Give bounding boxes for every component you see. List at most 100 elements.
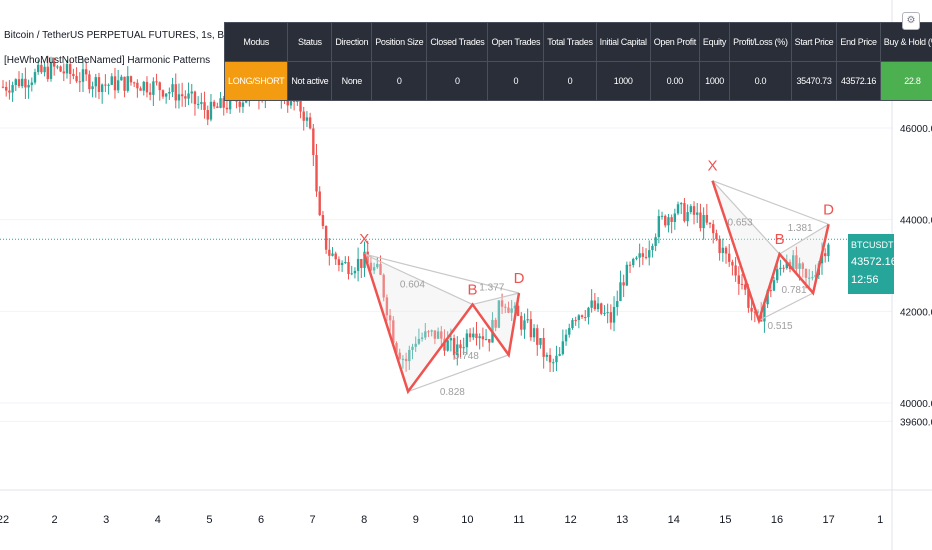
candle-body	[388, 315, 392, 321]
candle-body	[171, 84, 174, 93]
candle-body	[72, 74, 75, 77]
pattern-point-label: B	[775, 231, 785, 248]
candle-body	[462, 347, 465, 349]
candle-body	[238, 101, 241, 107]
x-tick-label: 8	[361, 514, 367, 526]
candle-body	[769, 290, 773, 292]
candle-body	[561, 341, 565, 355]
candle-body	[593, 300, 597, 310]
pattern-point-label: D	[514, 270, 525, 287]
pattern-zigzag	[363, 253, 521, 395]
stats-value-cell: 22.8	[879, 61, 932, 101]
candle-body	[33, 72, 37, 83]
candle-body	[228, 94, 232, 110]
candle-body	[721, 247, 725, 253]
candle-body	[225, 107, 229, 110]
candle-body	[68, 64, 72, 75]
candle-body	[408, 349, 411, 362]
candle-body	[494, 319, 497, 328]
stats-header-cell: Start Price	[790, 22, 838, 62]
x-tick-label: 14	[668, 514, 680, 526]
x-tick-label: 10	[461, 514, 473, 526]
candle-body	[580, 315, 584, 318]
chart-title: Bitcoin / TetherUS PERPETUAL FUTURES, 1s…	[4, 30, 262, 41]
candle-body	[552, 362, 555, 364]
candle-body	[670, 217, 673, 222]
candle-body	[507, 307, 510, 313]
candle-body	[644, 256, 648, 258]
candle-body	[148, 92, 152, 95]
candle-body	[676, 204, 680, 214]
candle-body	[129, 76, 133, 83]
candle-body	[417, 338, 421, 344]
candle-body	[88, 74, 91, 90]
candle-body	[680, 203, 683, 205]
candle-body	[49, 62, 53, 79]
ratio-line	[363, 253, 473, 306]
candle-body	[302, 111, 305, 121]
stats-header-cell: Equity	[698, 22, 731, 62]
ratio-label: 0.781	[782, 285, 807, 296]
candle-body	[622, 282, 625, 286]
candle-body	[664, 215, 667, 226]
candle-body	[715, 233, 718, 240]
candle-body	[756, 311, 760, 313]
candle-body	[337, 259, 341, 266]
candle-body	[782, 267, 785, 269]
candle-body	[478, 336, 481, 339]
stats-header-cell: Open Trades	[487, 22, 545, 62]
pattern-point-label: D	[823, 201, 834, 218]
candle-body	[209, 101, 213, 120]
candle-body	[4, 86, 8, 91]
candle-body	[539, 337, 542, 345]
candle-body	[785, 261, 789, 269]
candle-body	[52, 62, 56, 67]
x-tick-label: 11	[513, 514, 524, 526]
stats-header-cell: Initial Capital	[595, 22, 651, 62]
strategy-stats-table: Modus Status Direction Position Size Closed …	[223, 22, 932, 101]
ratio-line	[758, 292, 814, 322]
candle-body	[340, 262, 344, 266]
x-tick-label: 16	[771, 514, 783, 526]
pattern-point-label: X	[707, 158, 717, 175]
candle-body	[545, 354, 549, 357]
candle-body	[513, 305, 517, 309]
candle-body	[520, 315, 523, 330]
candle-body	[584, 317, 587, 319]
candle-body	[436, 331, 440, 339]
candle-body	[446, 340, 449, 351]
settings-icon[interactable]: ⚙	[902, 12, 920, 30]
candle-body	[30, 82, 33, 85]
candle-body	[65, 64, 69, 74]
indicator-label[interactable]: [HeWhoMustNotBeNamed] Harmonic Patterns	[4, 55, 211, 66]
x-tick-label: 13	[616, 514, 628, 526]
candle-body	[8, 90, 11, 93]
candle-body	[718, 239, 721, 253]
ratio-label: 0.515	[768, 321, 793, 332]
candle-body	[369, 262, 373, 271]
candle-body	[523, 320, 526, 330]
candle-body	[568, 328, 571, 335]
candle-body	[456, 344, 459, 356]
candle-body	[398, 352, 401, 359]
candle-body	[558, 354, 561, 356]
candle-body	[62, 71, 65, 74]
candle-body	[728, 253, 731, 262]
candle-body	[673, 213, 677, 222]
candle-body	[459, 344, 462, 349]
candle-body	[766, 290, 769, 305]
candle-body	[792, 255, 795, 270]
stats-value-cell: Not active	[287, 61, 333, 101]
price-badge: BTCUSDTPERP 43572.16 12:56	[848, 234, 918, 294]
stats-value-cell: 0.0	[729, 61, 792, 101]
candle-body	[747, 289, 750, 308]
candle-body	[763, 304, 766, 322]
candle-body	[420, 337, 424, 339]
candle-body	[600, 303, 603, 314]
ratio-label: 1.377	[479, 283, 504, 294]
candle-body	[132, 82, 136, 84]
pattern-fill	[472, 293, 519, 355]
candle-body	[779, 267, 782, 270]
y-tick-label: 39600.00	[900, 417, 932, 428]
candle-body	[59, 66, 62, 72]
